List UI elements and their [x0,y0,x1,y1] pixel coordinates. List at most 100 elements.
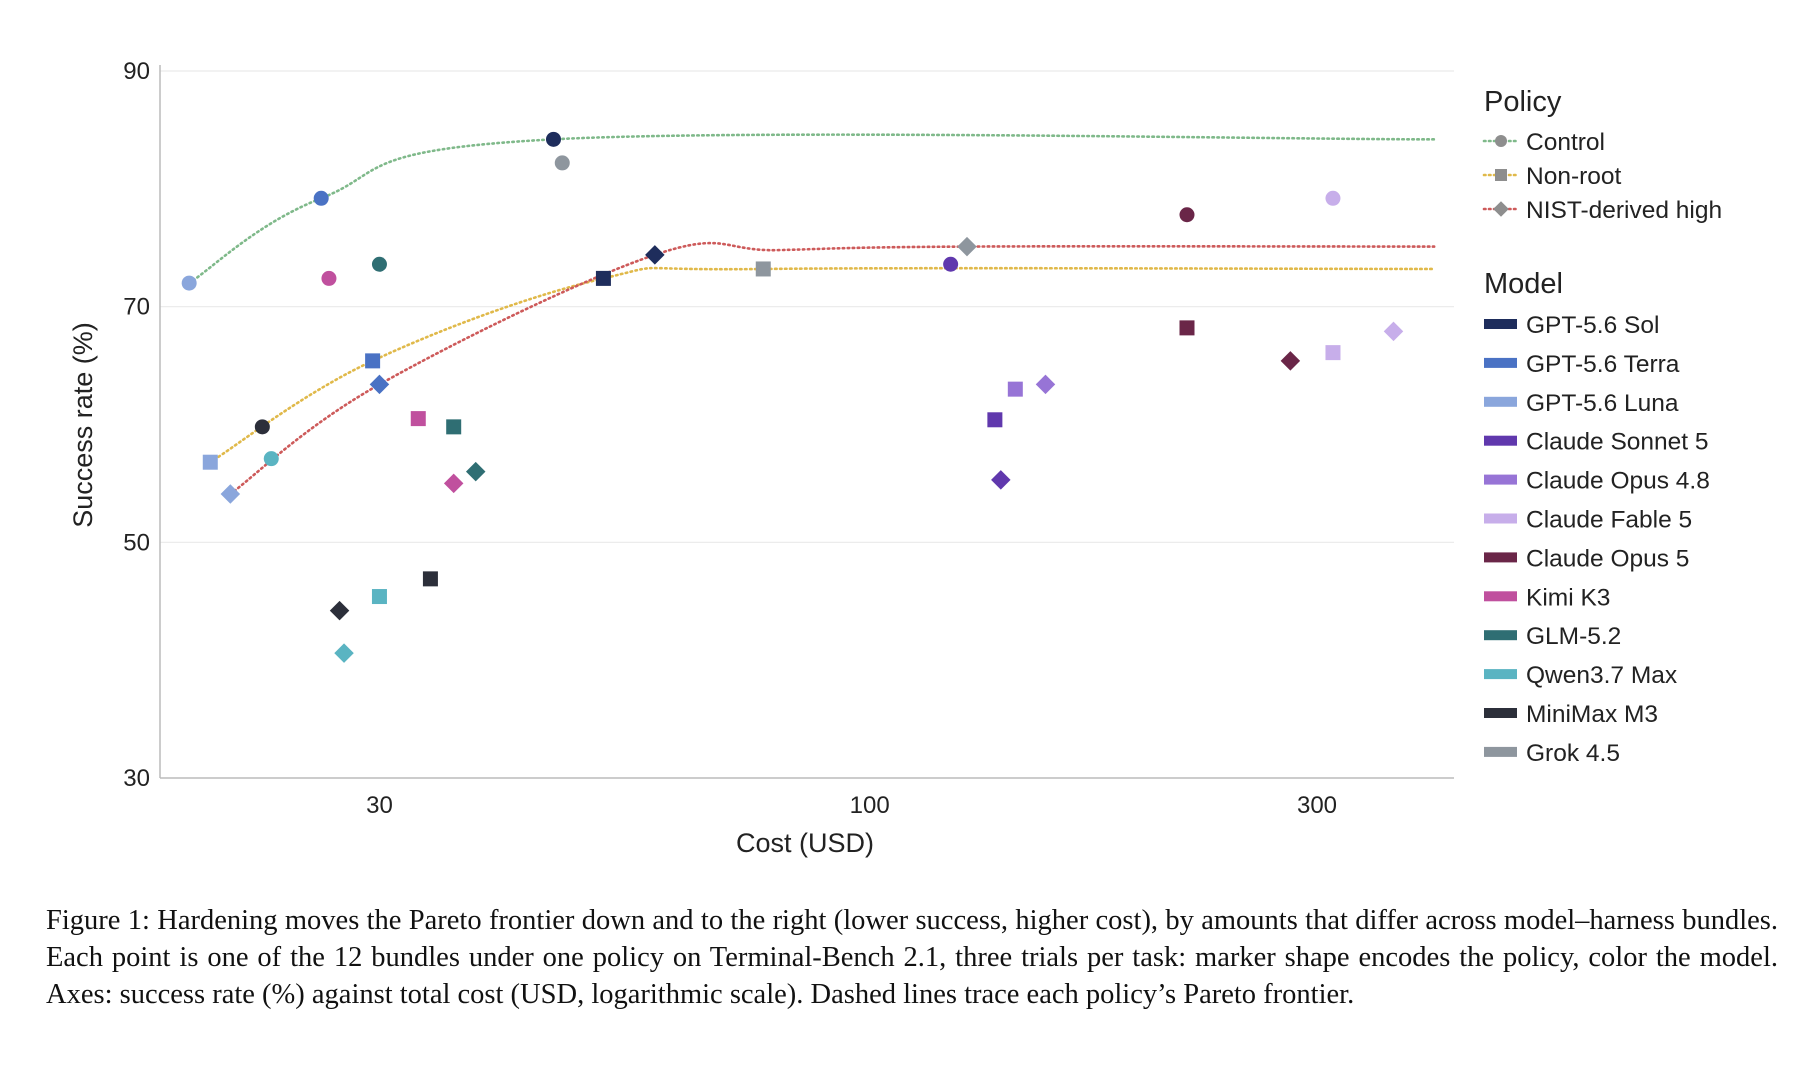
y-axis-label: Success rate (%) [68,322,98,528]
model-legend-opus48: Claude Opus 4.8 [1484,468,1710,495]
point-minimax-control [254,419,270,435]
model-legend-label: Qwen3.7 Max [1526,662,1677,689]
model-legend-opus5: Claude Opus 5 [1484,545,1689,572]
model-legend-items: GPT-5.6 Sol GPT-5.6 Terra GPT-5.6 Luna Clau… [1484,312,1710,767]
point-sonnet5-control [943,256,959,272]
figure-caption: Figure 1: Hardening moves the Pareto fro… [46,905,1778,1010]
policy-legend-label: Non-root [1526,163,1622,190]
model-legend-swatch [1484,552,1517,563]
point-minimax-nonroot [422,571,438,587]
model-legend-grok: Grok 4.5 [1484,740,1620,767]
point-qwen-nonroot [371,589,387,605]
point-grok-nist [957,236,977,257]
model-legend-swatch [1484,513,1517,524]
policy-legend-items: Control Non-root NIST-derived high [1482,129,1722,224]
model-legend-label: GLM-5.2 [1526,623,1621,650]
model-legend-swatch [1484,435,1517,446]
point-kimi-nonroot [410,411,426,427]
x-axis-label: Cost (USD) [736,828,874,858]
model-legend-label: GPT-5.6 Sol [1526,312,1659,339]
model-legend-luna: GPT-5.6 Luna [1484,390,1679,417]
model-legend-sol: GPT-5.6 Sol [1484,312,1659,339]
model-legend-label: Kimi K3 [1526,584,1610,611]
point-fable5-control [1325,190,1341,206]
x-tick-label: 100 [850,792,890,819]
gridlines [160,70,1454,543]
model-legend-swatch [1484,396,1517,407]
policy-legend-marker [1495,169,1507,181]
point-luna-control [181,275,197,291]
model-legend-label: MiniMax M3 [1526,701,1658,728]
tick-labels: 30 50 70 90 30 100 300 [123,58,1337,819]
point-sonnet5-nist [991,470,1011,490]
model-legend-swatch [1484,357,1517,368]
point-opus5-nonroot [1179,320,1195,336]
model-legend-qwen: Qwen3.7 Max [1484,662,1677,689]
policy-legend-control: Control [1482,129,1605,156]
point-sol-control [546,131,562,147]
point-kimi-nist [443,473,464,494]
model-legend-label: Grok 4.5 [1526,740,1620,767]
point-minimax-nist [329,600,350,621]
point-luna-nonroot [202,454,218,470]
policy-legend-label: Control [1526,129,1605,156]
model-legend-label: Claude Opus 5 [1526,545,1689,572]
frontier-nonroot [208,266,1436,464]
policy-legend-marker [1495,135,1507,147]
point-grok-nonroot [755,261,771,277]
point-opus5-nist [1280,351,1301,371]
point-terra-nist [369,374,390,395]
point-opus48-nist [1035,374,1056,395]
model-legend-terra: GPT-5.6 Terra [1484,351,1680,378]
pareto-frontiers [187,133,1436,496]
point-fable5-nonroot [1325,345,1341,361]
model-legend-swatch [1484,591,1517,602]
model-legend-label: Claude Sonnet 5 [1526,429,1709,456]
model-legend-title: Model [1484,268,1563,300]
model-legend-swatch [1484,474,1517,485]
scatter-figure: 30 50 70 90 30 100 300 Cost (USD) Success rate… [68,58,1722,858]
point-luna-nist [220,484,241,504]
model-legend-label: GPT-5.6 Terra [1526,351,1680,378]
model-legend-swatch [1484,746,1517,757]
y-tick-label: 90 [123,58,150,85]
point-opus5-control [1179,207,1195,223]
model-legend-label: GPT-5.6 Luna [1526,390,1679,417]
frontier-nist [229,241,1436,496]
policy-legend-nonroot: Non-root [1482,163,1622,190]
x-tick-label: 30 [366,792,393,819]
model-legend-label: Claude Opus 4.8 [1526,468,1710,495]
y-tick-label: 70 [123,294,150,321]
policy-legend-label: NIST-derived high [1526,197,1722,224]
frontier-control [187,133,1436,285]
policy-legend-title: Policy [1484,86,1562,118]
y-tick-label: 30 [123,765,150,792]
point-opus48-nonroot [1007,381,1023,397]
model-legend-sonnet5: Claude Sonnet 5 [1484,429,1709,456]
point-glm-control [371,256,387,272]
model-legend-label: Claude Fable 5 [1526,507,1692,534]
point-fable5-nist [1383,321,1404,342]
model-legend-kimi: Kimi K3 [1484,584,1610,611]
point-glm-nist [465,461,486,482]
model-legend-fable5: Claude Fable 5 [1484,507,1692,534]
y-tick-label: 50 [123,529,150,556]
policy-legend-nist: NIST-derived high [1482,197,1722,224]
point-sol-nist [645,245,665,265]
point-sonnet5-nonroot [987,412,1003,428]
data-points [181,131,1404,663]
model-legend-swatch [1484,708,1517,718]
model-legend-glm: GLM-5.2 [1484,623,1621,650]
model-legend-swatch [1484,669,1517,680]
point-grok-control [554,155,570,171]
x-tick-label: 300 [1297,792,1337,819]
policy-legend-marker [1493,201,1509,217]
point-kimi-control [321,270,337,286]
model-legend-swatch [1484,319,1517,329]
point-qwen-control [263,451,279,467]
point-terra-nonroot [365,353,381,369]
point-sol-nonroot [595,270,611,286]
point-glm-nonroot [446,419,462,435]
point-terra-control [313,190,329,206]
